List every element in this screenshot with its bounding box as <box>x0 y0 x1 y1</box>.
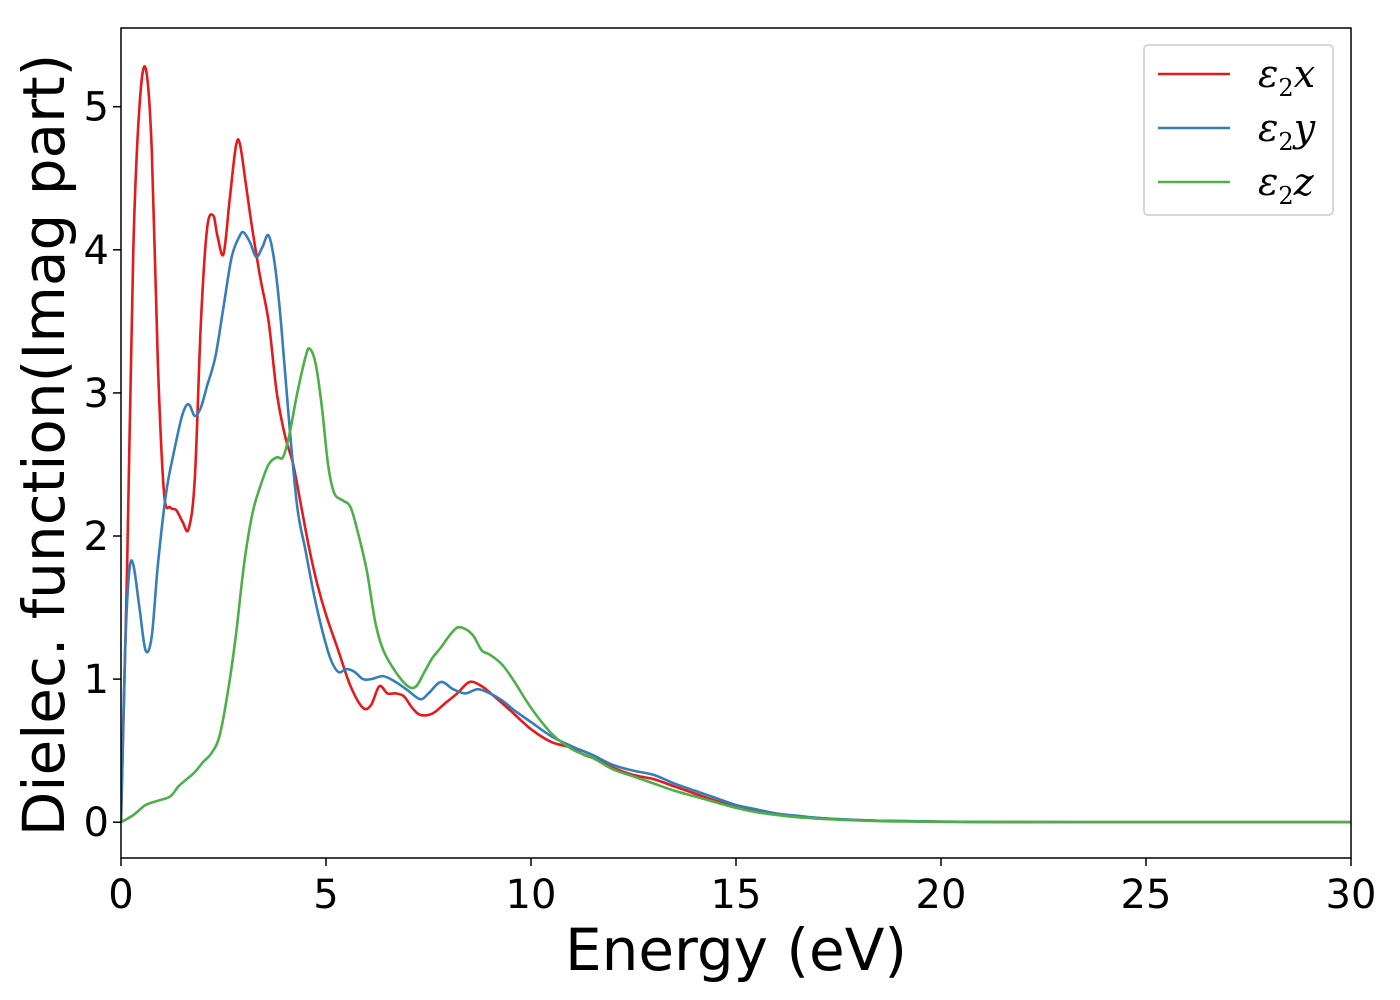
legend-label-x: ε2x <box>1258 52 1315 102</box>
y-tick-label: 0 <box>84 800 109 846</box>
legend-label-z: ε2z <box>1258 160 1315 210</box>
plot-area <box>121 65 1351 824</box>
legend-box <box>1143 44 1334 216</box>
y-tick-label: 5 <box>84 85 109 131</box>
legend-label-y: ε2y <box>1258 106 1316 156</box>
y-tick-label: 4 <box>84 228 109 274</box>
x-axis-title: Energy (eV) <box>565 916 907 984</box>
x-tick-label: 25 <box>1121 872 1172 918</box>
x-tick-label: 0 <box>108 872 133 918</box>
y-axis-ticks: 0 1 2 3 4 5 <box>84 85 121 846</box>
y-tick-label: 3 <box>84 371 109 417</box>
x-tick-label: 15 <box>711 872 762 918</box>
y-axis-title: Dielec. function(Imag part) <box>10 54 78 837</box>
series-layer <box>121 65 1351 824</box>
x-tick-label: 30 <box>1326 872 1377 918</box>
series-line-y <box>121 230 1351 824</box>
series-line-z <box>121 346 1351 824</box>
x-tick-label: 20 <box>916 872 967 918</box>
x-tick-label: 10 <box>506 872 557 918</box>
x-tick-label: 5 <box>313 872 338 918</box>
x-axis-ticks: 0 5 10 15 20 25 30 <box>108 858 1376 918</box>
y-tick-label: 1 <box>84 657 109 703</box>
y-tick-label: 2 <box>84 514 109 560</box>
